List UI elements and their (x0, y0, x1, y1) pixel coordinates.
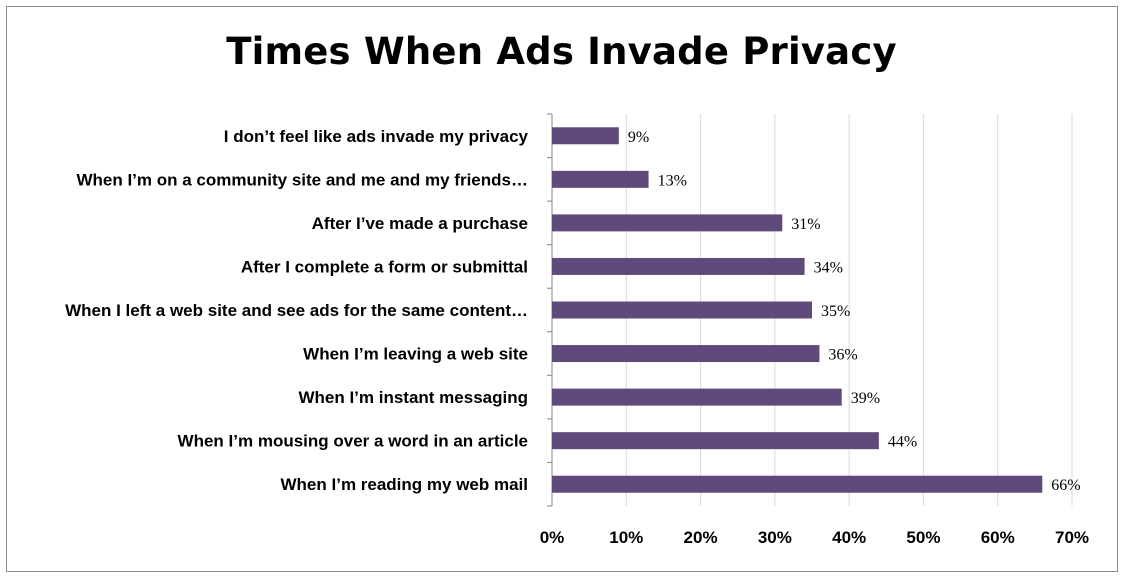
x-tick-label: 0% (540, 528, 565, 547)
category-label: When I’m leaving a web site (303, 345, 528, 364)
data-label: 31% (791, 216, 820, 233)
x-tick-label: 60% (981, 528, 1015, 547)
x-axis-ticks: 0% 10% 20% 30% 40% 50% 60% 70% (540, 528, 1089, 547)
bar (552, 214, 783, 232)
x-tick-label: 10% (609, 528, 643, 547)
data-label: 39% (851, 390, 880, 407)
bars (552, 127, 1043, 493)
category-label: When I’m reading my web mail (281, 475, 529, 494)
category-label: When I’m instant messaging (298, 388, 528, 407)
data-label: 9% (628, 129, 649, 146)
category-label: When I’m on a community site and me and … (76, 170, 528, 189)
bar (552, 388, 842, 406)
data-label: 36% (828, 347, 857, 364)
x-tick-label: 70% (1055, 528, 1089, 547)
data-label: 35% (821, 303, 850, 320)
category-label: When I’m mousing over a word in an artic… (178, 432, 528, 451)
value-labels: 9% 13% 31% 34% 35% 36% 39% 44% 66% (628, 129, 1081, 494)
x-tick-label: 30% (758, 528, 792, 547)
category-labels: I don’t feel like ads invade my privacy W… (65, 127, 528, 494)
bar (552, 432, 879, 450)
bar (552, 345, 820, 363)
x-tick-label: 50% (906, 528, 940, 547)
x-tick-label: 40% (832, 528, 866, 547)
category-label: When I left a web site and see ads for t… (65, 301, 528, 320)
category-label: After I complete a form or submittal (241, 257, 528, 276)
bar (552, 170, 649, 188)
bar (552, 257, 805, 275)
data-label: 13% (658, 172, 687, 189)
bar (552, 301, 812, 319)
data-label: 34% (814, 259, 843, 276)
bar (552, 475, 1043, 493)
data-label: 44% (888, 434, 917, 451)
category-label: I don’t feel like ads invade my privacy (224, 127, 529, 146)
category-label: After I’ve made a purchase (312, 214, 528, 233)
data-label: 66% (1051, 477, 1080, 494)
bar (552, 127, 619, 145)
x-tick-label: 20% (684, 528, 718, 547)
chart-title: Times When Ads Invade Privacy (226, 30, 897, 73)
